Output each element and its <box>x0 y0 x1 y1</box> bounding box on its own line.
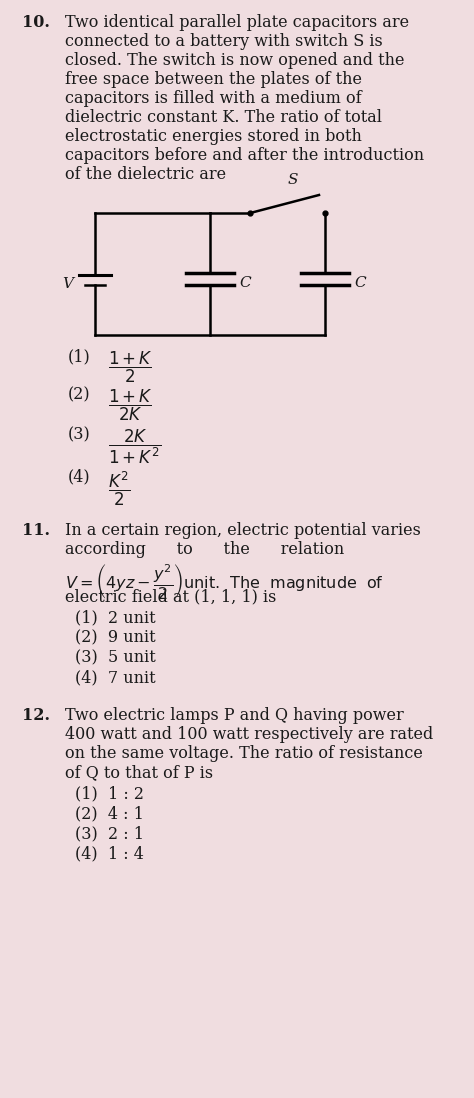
Text: $V = \left(4yz - \dfrac{y^{2}}{2}\right)$unit.  The  magnitude  of: $V = \left(4yz - \dfrac{y^{2}}{2}\right)… <box>65 562 384 601</box>
Text: 400 watt and 100 watt respectively are rated: 400 watt and 100 watt respectively are r… <box>65 726 433 743</box>
Text: on the same voltage. The ratio of resistance: on the same voltage. The ratio of resist… <box>65 746 423 762</box>
Text: (2): (2) <box>68 386 91 403</box>
Text: $\dfrac{1+K}{2K}$: $\dfrac{1+K}{2K}$ <box>108 388 153 423</box>
Text: (1)  1 : 2: (1) 1 : 2 <box>75 785 144 802</box>
Text: free space between the plates of the: free space between the plates of the <box>65 71 362 88</box>
Text: 10.: 10. <box>22 14 50 31</box>
Text: 12.: 12. <box>22 707 50 724</box>
Text: $\dfrac{2K}{1+K^{2}}$: $\dfrac{2K}{1+K^{2}}$ <box>108 428 161 467</box>
Text: according      to      the      relation: according to the relation <box>65 541 344 558</box>
Text: of Q to that of P is: of Q to that of P is <box>65 764 213 781</box>
Text: electrostatic energies stored in both: electrostatic energies stored in both <box>65 128 362 145</box>
Text: connected to a battery with switch S is: connected to a battery with switch S is <box>65 33 383 51</box>
Text: V: V <box>62 277 73 291</box>
Text: (3): (3) <box>68 426 91 442</box>
Text: dielectric constant K. The ratio of total: dielectric constant K. The ratio of tota… <box>65 109 382 126</box>
Text: electric field at (1, 1, 1) is: electric field at (1, 1, 1) is <box>65 589 276 605</box>
Text: C: C <box>354 276 365 290</box>
Text: of the dielectric are: of the dielectric are <box>65 166 226 183</box>
Text: In a certain region, electric potential varies: In a certain region, electric potential … <box>65 522 421 539</box>
Text: (1): (1) <box>68 348 91 365</box>
Text: (1)  2 unit: (1) 2 unit <box>75 609 155 626</box>
Text: capacitors is filled with a medium of: capacitors is filled with a medium of <box>65 90 362 107</box>
Text: Two electric lamps P and Q having power: Two electric lamps P and Q having power <box>65 707 404 724</box>
Text: (4)  1 : 4: (4) 1 : 4 <box>75 845 144 862</box>
Text: (3)  2 : 1: (3) 2 : 1 <box>75 825 144 842</box>
Text: (2)  9 unit: (2) 9 unit <box>75 629 155 646</box>
Text: closed. The switch is now opened and the: closed. The switch is now opened and the <box>65 52 404 69</box>
Text: (3)  5 unit: (3) 5 unit <box>75 649 156 666</box>
Text: C: C <box>239 276 251 290</box>
Text: $\dfrac{K^{2}}{2}$: $\dfrac{K^{2}}{2}$ <box>108 470 130 508</box>
Text: 11.: 11. <box>22 522 50 539</box>
Text: (4): (4) <box>68 468 91 485</box>
Text: $\dfrac{1+K}{2}$: $\dfrac{1+K}{2}$ <box>108 350 153 385</box>
Text: S: S <box>287 173 298 187</box>
Text: (2)  4 : 1: (2) 4 : 1 <box>75 805 144 822</box>
Text: (4)  7 unit: (4) 7 unit <box>75 669 155 686</box>
Text: Two identical parallel plate capacitors are: Two identical parallel plate capacitors … <box>65 14 409 31</box>
Text: capacitors before and after the introduction: capacitors before and after the introduc… <box>65 147 424 164</box>
